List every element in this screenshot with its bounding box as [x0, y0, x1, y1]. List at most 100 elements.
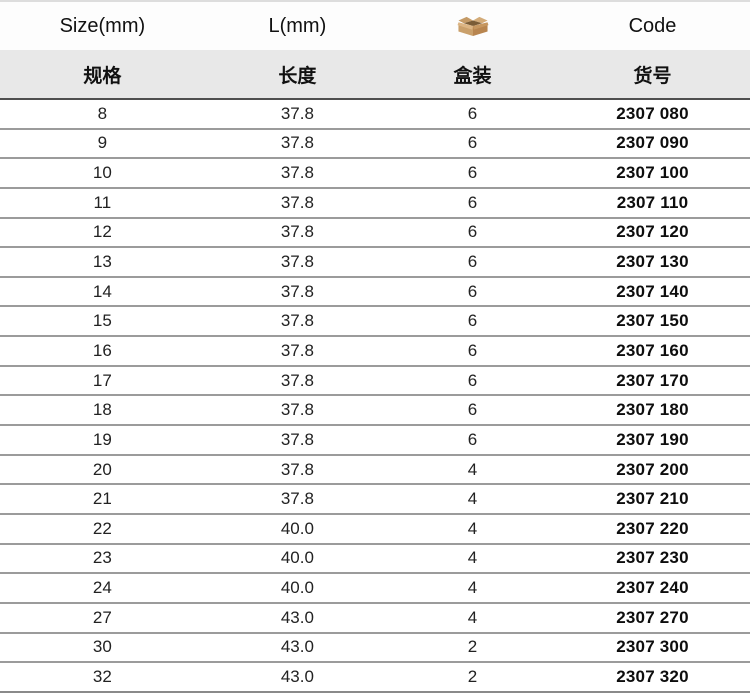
length-cell: 37.8 [204, 246, 390, 277]
table-row: 20 37.8 4 2307 200 [0, 453, 750, 485]
table-row: 9 37.8 6 2307 090 [0, 127, 750, 159]
table-row: 14 37.8 6 2307 140 [0, 275, 750, 307]
length-cell: 40.0 [204, 542, 390, 574]
pack-qty-cell: 4 [390, 572, 555, 603]
code-cell: 2307 100 [555, 157, 750, 188]
size-cell: 16 [0, 335, 205, 366]
code-cell: 2307 180 [555, 394, 750, 426]
size-cell: 14 [0, 275, 205, 307]
size-cell: 10 [0, 157, 205, 188]
size-cell: 8 [97, 103, 108, 123]
table-row: 18 37.8 6 2307 180 [0, 394, 750, 426]
col-header-length-en: L(mm) [204, 1, 390, 50]
table-row: 27 43.0 4 2307 270 [0, 601, 750, 633]
pack-qty-cell: 4 [390, 453, 555, 485]
header-row-en: Size(mm) L(mm) Code [0, 1, 750, 50]
table-row: 16 37.8 6 2307 160 [0, 335, 750, 366]
pack-qty-cell: 2 [390, 661, 555, 692]
size-cell: 27 [0, 601, 205, 633]
col-header-code-en: Code [555, 1, 750, 50]
length-cell: 37.8 [204, 364, 390, 396]
size-cell: 22 [0, 512, 205, 544]
pack-qty-cell: 6 [467, 103, 478, 123]
table-row: 21 37.8 4 2307 210 [0, 483, 750, 514]
pack-qty-cell: 6 [390, 216, 555, 248]
code-cell: 2307 160 [555, 335, 750, 366]
table-body: 8 37.8 6 2307 080 9 37.8 6 2307 090 10 3… [0, 99, 750, 692]
code-cell: 2307 270 [555, 601, 750, 633]
pack-qty-cell: 2 [390, 631, 555, 663]
size-cell: 12 [0, 216, 205, 248]
table-row: 24 40.0 4 2307 240 [0, 572, 750, 603]
size-cell: 20 [0, 453, 205, 485]
size-cell: 15 [0, 305, 205, 337]
pack-qty-cell: 6 [390, 157, 555, 188]
code-cell: 2307 230 [555, 542, 750, 574]
length-cell: 37.8 [204, 186, 390, 218]
code-cell: 2307 080 [616, 103, 689, 123]
length-cell: 40.0 [204, 512, 390, 544]
size-cell: 21 [0, 483, 205, 514]
col-header-code-zh: 货号 [555, 50, 750, 100]
pack-qty-cell: 6 [390, 364, 555, 396]
code-cell: 2307 200 [555, 453, 750, 485]
carton-box-icon [457, 16, 488, 36]
length-cell: 37.8 [204, 305, 390, 337]
size-cell: 11 [0, 186, 205, 218]
col-header-pack-en [390, 1, 555, 50]
table-row: 8 37.8 6 2307 080 [0, 99, 750, 129]
code-cell: 2307 150 [555, 305, 750, 337]
pack-qty-cell: 4 [390, 601, 555, 633]
table-row: 32 43.0 2 2307 320 [0, 661, 750, 692]
length-cell: 37.8 [204, 127, 390, 159]
pack-qty-cell: 6 [390, 275, 555, 307]
code-cell: 2307 140 [555, 275, 750, 307]
size-cell: 18 [0, 394, 205, 426]
pack-qty-cell: 6 [390, 127, 555, 159]
size-cell: 19 [0, 424, 205, 455]
pack-qty-cell: 4 [390, 512, 555, 544]
length-cell: 37.8 [204, 394, 390, 426]
col-header-pack-zh: 盒装 [390, 50, 555, 100]
pack-qty-cell: 6 [390, 305, 555, 337]
length-cell: 37.8 [204, 216, 390, 248]
code-cell: 2307 170 [555, 364, 750, 396]
length-cell: 43.0 [204, 661, 390, 692]
code-cell: 2307 090 [555, 127, 750, 159]
size-cell: 13 [0, 246, 205, 277]
table-row: 30 43.0 2 2307 300 [0, 631, 750, 663]
size-cell: 30 [0, 631, 205, 663]
pack-qty-cell: 6 [390, 424, 555, 455]
table-row: 15 37.8 6 2307 150 [0, 305, 750, 337]
pack-qty-cell: 4 [390, 542, 555, 574]
length-cell: 37.8 [204, 453, 390, 485]
length-cell: 40.0 [204, 572, 390, 603]
length-cell: 37.8 [204, 275, 390, 307]
size-cell: 9 [0, 127, 205, 159]
length-cell: 37.8 [280, 103, 314, 123]
header-row-zh: 规格 长度 盒装 货号 [0, 50, 750, 100]
length-cell: 37.8 [204, 157, 390, 188]
col-header-length-zh: 长度 [204, 50, 390, 100]
pack-qty-cell: 4 [390, 483, 555, 514]
code-cell: 2307 120 [555, 216, 750, 248]
table-row: 23 40.0 4 2307 230 [0, 542, 750, 574]
table-row: 13 37.8 6 2307 130 [0, 246, 750, 277]
code-cell: 2307 320 [555, 661, 750, 692]
pack-qty-cell: 6 [390, 186, 555, 218]
code-cell: 2307 110 [555, 186, 750, 218]
size-cell: 24 [0, 572, 205, 603]
table-row: 19 37.8 6 2307 190 [0, 424, 750, 455]
code-cell: 2307 300 [555, 631, 750, 663]
pack-qty-cell: 6 [390, 335, 555, 366]
col-header-size-zh: 规格 [0, 50, 205, 100]
table-row: 12 37.8 6 2307 120 [0, 216, 750, 248]
length-cell: 37.8 [204, 483, 390, 514]
table-row: 17 37.8 6 2307 170 [0, 364, 750, 396]
pack-qty-cell: 6 [390, 246, 555, 277]
length-cell: 43.0 [204, 601, 390, 633]
length-cell: 43.0 [204, 631, 390, 663]
size-cell: 23 [0, 542, 205, 574]
